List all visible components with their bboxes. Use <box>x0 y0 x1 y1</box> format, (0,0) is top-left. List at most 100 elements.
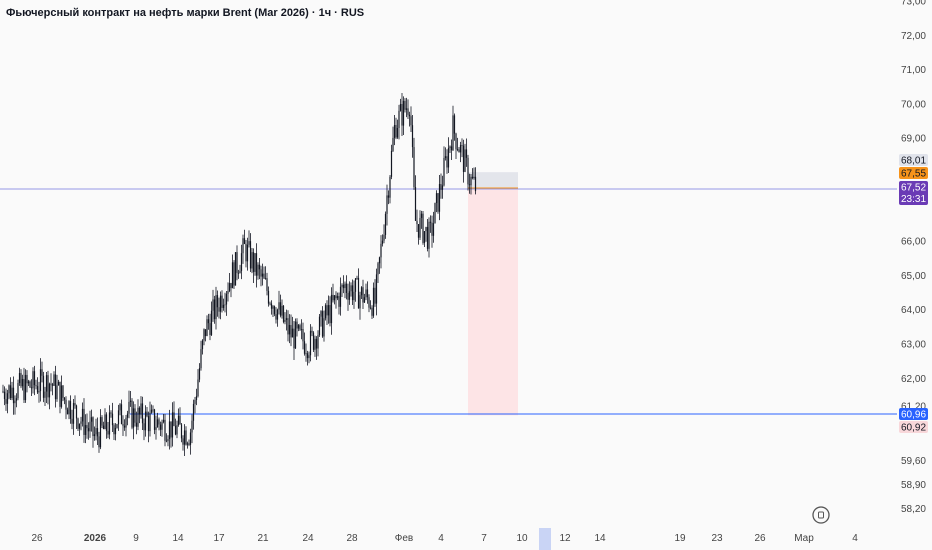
candle-body <box>365 289 367 298</box>
candle-body <box>242 238 244 254</box>
candle-body <box>107 430 109 435</box>
candle-body <box>372 287 375 316</box>
candle-body <box>51 384 54 386</box>
candle-body <box>83 408 85 435</box>
candle-body <box>84 425 87 435</box>
candle-body <box>318 316 321 336</box>
x-tick-label: 26 <box>754 533 766 544</box>
candle-body <box>288 325 291 335</box>
x-tick-label: 2026 <box>84 533 107 544</box>
candle-body <box>338 296 340 307</box>
candle-body <box>81 408 84 422</box>
candle-body <box>174 425 177 435</box>
candle-body <box>446 156 448 168</box>
candle-body <box>15 398 18 401</box>
candle-body <box>431 222 433 236</box>
candle-body <box>120 404 123 424</box>
candle-body <box>59 381 61 407</box>
candle-body <box>245 243 247 262</box>
candle-body <box>27 381 30 384</box>
candle-body <box>204 329 207 336</box>
candle-body <box>381 240 384 244</box>
candle-body <box>360 287 363 296</box>
candle-body <box>411 125 414 148</box>
candle-body <box>248 241 250 245</box>
candle-body <box>18 373 21 384</box>
candle-body <box>218 307 220 312</box>
candle-body <box>260 269 262 277</box>
chart-title: Фьючерсный контракт на нефть марки Brent… <box>6 7 365 19</box>
candle-body <box>132 408 135 428</box>
candle-body <box>387 195 390 198</box>
replay-icon[interactable] <box>812 506 830 524</box>
candle-body <box>90 417 93 422</box>
candle-body <box>465 149 468 158</box>
candle-body <box>455 133 457 150</box>
price-tag <box>899 181 928 205</box>
candle-body <box>459 145 462 153</box>
candle-body <box>339 286 342 307</box>
candle-body <box>471 176 474 179</box>
candle-body <box>29 381 31 388</box>
candle-body <box>317 335 319 349</box>
y-tick-label: 58,90 <box>901 480 926 491</box>
candle-body <box>395 125 397 138</box>
y-tick-label: 65,00 <box>901 271 926 282</box>
candle-body <box>95 428 97 435</box>
candle-body <box>257 264 259 276</box>
candle-body <box>23 378 25 401</box>
candle-body <box>438 184 441 212</box>
candle-body <box>351 285 354 301</box>
candle-body <box>36 386 39 393</box>
candle-body <box>419 217 421 238</box>
candle-body <box>309 330 312 356</box>
candle-body <box>246 244 249 262</box>
candle-body <box>102 425 105 429</box>
x-axis-highlight <box>539 528 551 550</box>
candle-body <box>429 221 432 223</box>
candle-body <box>134 408 136 423</box>
price-tag <box>899 154 928 166</box>
candle-body <box>462 145 465 172</box>
candle-body <box>264 278 267 279</box>
candle-body <box>413 147 415 188</box>
candle-body <box>200 349 202 369</box>
y-tick-label: 66,00 <box>901 237 926 248</box>
candle-body <box>315 338 318 349</box>
y-tick-label: 58,20 <box>901 504 926 515</box>
candle-body <box>68 401 70 415</box>
position-loss-zone <box>468 187 518 416</box>
candle-body <box>206 319 208 336</box>
y-tick-label: 73,00 <box>901 0 926 8</box>
candle-body <box>173 412 175 426</box>
candle-body <box>371 307 373 316</box>
candle-body <box>5 399 7 404</box>
candle-body <box>212 299 214 311</box>
candle-body <box>170 421 172 438</box>
candle-body <box>207 319 210 324</box>
candle-body <box>342 284 345 289</box>
candle-body <box>222 304 225 308</box>
x-tick-label: 26 <box>31 533 43 544</box>
candle-body <box>54 374 57 400</box>
candle-body <box>284 319 286 322</box>
candle-body <box>267 290 270 304</box>
candle-body <box>269 303 271 305</box>
candle-body <box>30 387 33 389</box>
candle-body <box>215 295 217 320</box>
candle-body <box>101 417 103 426</box>
candle-body <box>144 411 147 431</box>
candle-body <box>440 184 442 190</box>
candle-body <box>86 425 88 429</box>
candle-body <box>303 341 306 354</box>
candle-body <box>320 311 322 317</box>
candle-body <box>119 404 121 411</box>
candle-body <box>194 399 196 404</box>
candle-body <box>263 273 265 279</box>
candle-body <box>452 115 454 151</box>
candle-body <box>182 438 184 445</box>
candle-body <box>407 108 409 115</box>
candle-body <box>152 409 154 411</box>
